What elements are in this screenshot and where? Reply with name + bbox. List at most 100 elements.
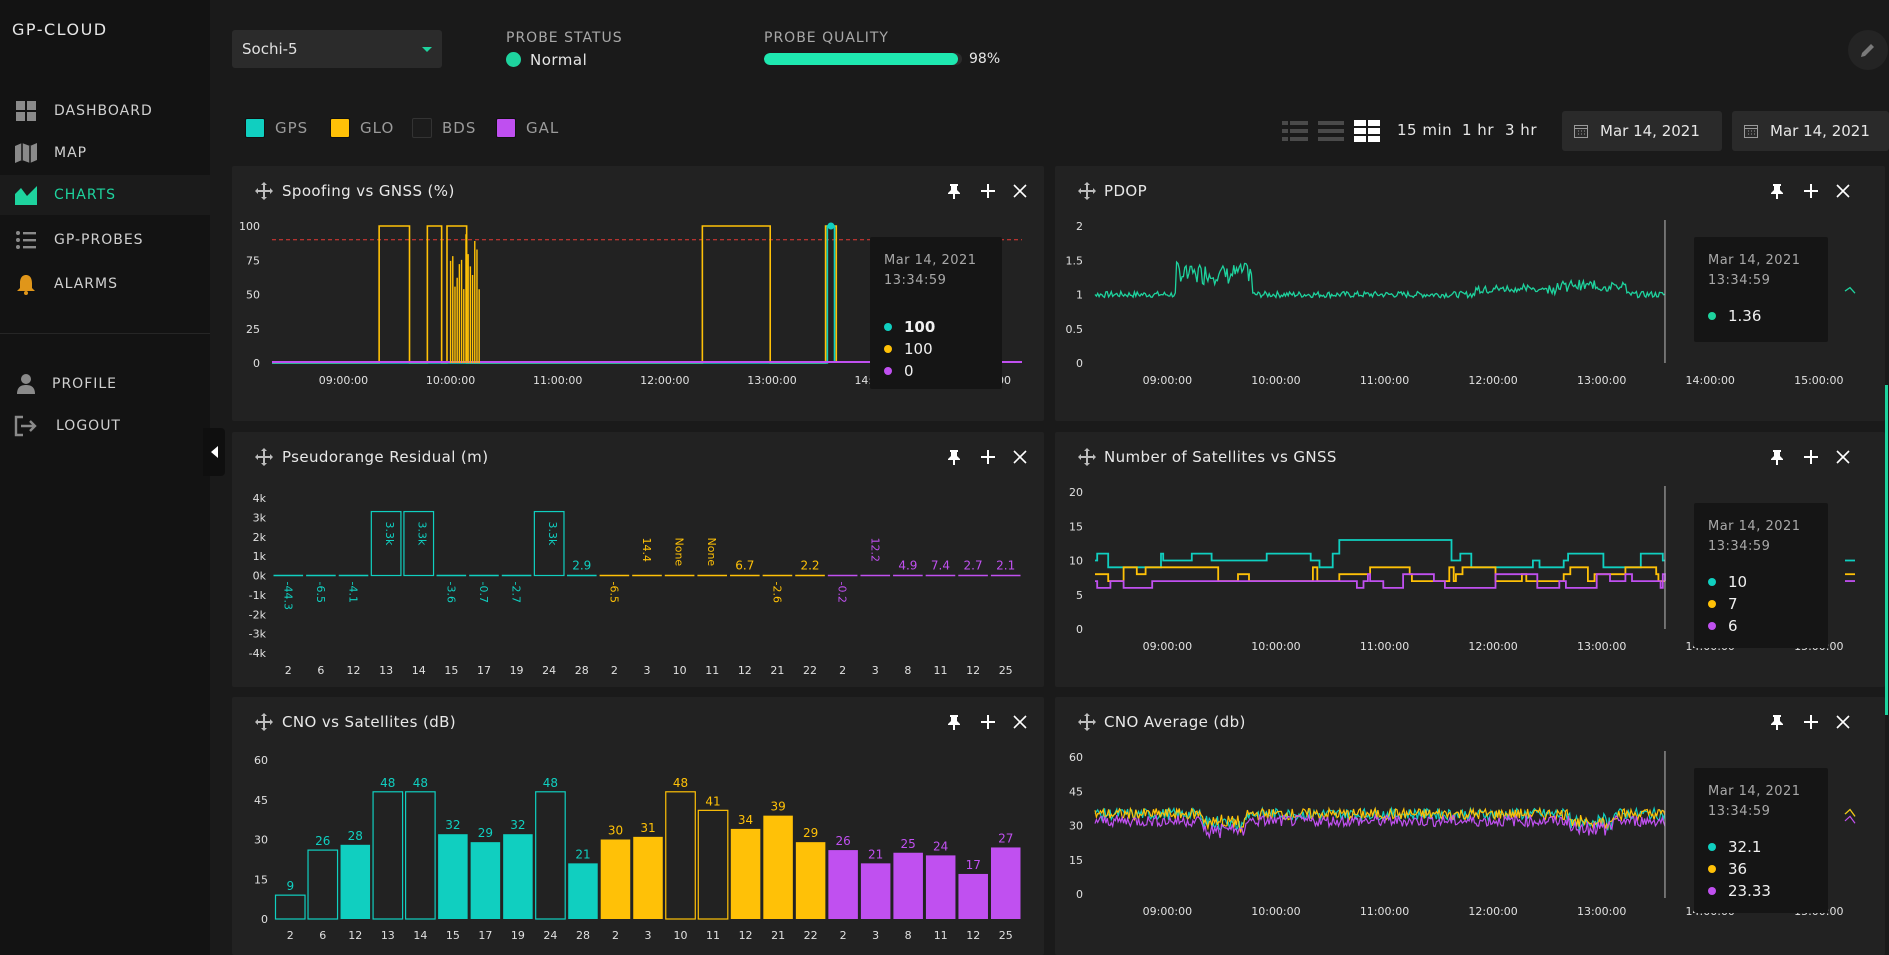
data-label: 3.3k (416, 522, 429, 546)
y-tick-label: 30 (254, 834, 268, 847)
bar (697, 809, 729, 920)
legend-label: GPS (275, 119, 309, 137)
layout-grid-icon[interactable] (1354, 119, 1380, 143)
x-tick-label: 12:00:00 (1468, 905, 1517, 918)
x-tick-label: 6 (317, 664, 324, 677)
range-3hr-button[interactable]: 3 hr (1505, 121, 1537, 139)
add-icon[interactable] (1800, 180, 1822, 202)
sidebar-item-charts[interactable]: CHARTS (0, 175, 210, 215)
data-label: 31 (640, 821, 655, 835)
sidebar-item-profile[interactable]: PROFILE (0, 364, 210, 404)
pin-icon[interactable] (943, 180, 965, 202)
move-icon[interactable] (1077, 181, 1097, 201)
legend-toggle-glo[interactable]: GLO (330, 118, 394, 138)
move-icon[interactable] (254, 447, 274, 467)
sidebar-item-alarms[interactable]: ALARMS (0, 264, 210, 304)
tooltip-row-gal: 0 (884, 362, 914, 380)
tooltip-row-glo: 100 (884, 340, 933, 358)
data-label: 39 (770, 800, 785, 814)
sidebar-item-label: CHARTS (54, 187, 117, 203)
move-icon[interactable] (254, 181, 274, 201)
data-label: 6.7 (735, 559, 754, 573)
data-label: None (705, 538, 718, 567)
probe-select[interactable]: Sochi-5 (232, 30, 442, 68)
data-label: 28 (348, 829, 363, 843)
pin-icon[interactable] (943, 711, 965, 733)
data-label: 7.4 (931, 559, 950, 573)
data-label: 26 (835, 834, 850, 848)
sidebar-item-logout[interactable]: LOGOUT (0, 406, 210, 446)
add-icon[interactable] (977, 446, 999, 468)
x-tick-label: 11 (705, 664, 719, 677)
add-icon[interactable] (1800, 446, 1822, 468)
data-label: 14.4 (640, 538, 653, 563)
tooltip-date: Mar 14, 2021 13:34:59 (884, 253, 977, 288)
end-date-picker[interactable]: Mar 14, 2021 (1732, 111, 1889, 151)
x-tick-label: 10:00:00 (426, 374, 475, 387)
x-tick-label: 12 (966, 664, 980, 677)
chart-tooltip: Mar 14, 2021 13:34:59 32.1 36 23.33 (1694, 768, 1828, 913)
x-tick-label: 11 (934, 929, 948, 942)
x-tick-label: 10:00:00 (1251, 905, 1300, 918)
panel-title: Number of Satellites vs GNSS (1104, 448, 1337, 466)
bar (535, 791, 566, 920)
pin-icon[interactable] (1766, 446, 1788, 468)
move-icon[interactable] (254, 712, 274, 732)
close-icon[interactable] (1009, 180, 1031, 202)
series-line-glo (272, 225, 838, 364)
start-date-value: Mar 14, 2021 (1600, 122, 1700, 140)
layout-list-icon[interactable] (1282, 119, 1308, 143)
layout-rows-icon[interactable] (1318, 119, 1344, 143)
add-icon[interactable] (977, 711, 999, 733)
y-tick-label: 5 (1076, 589, 1083, 602)
bar (795, 842, 826, 919)
close-icon[interactable] (1832, 711, 1854, 733)
x-tick-label: 24 (542, 664, 556, 677)
range-15min-button[interactable]: 15 min (1397, 121, 1453, 139)
x-tick-label: 11:00:00 (1360, 905, 1409, 918)
tooltip-date: Mar 14, 2021 13:34:59 (1708, 519, 1801, 554)
sidebar-item-map[interactable]: MAP (0, 133, 210, 173)
move-icon[interactable] (1077, 447, 1097, 467)
data-label: 32 (510, 818, 525, 832)
y-tick-label: 1k (253, 550, 267, 563)
sidebar-item-label: MAP (54, 145, 88, 161)
sidebar-item-gp-probes[interactable]: GP-PROBES (0, 220, 210, 260)
scrollbar[interactable] (1885, 385, 1888, 715)
sidebar-collapse-button[interactable] (203, 428, 225, 476)
probe-quality-bar (764, 53, 962, 65)
y-tick-label: 0.5 (1066, 323, 1084, 336)
legend-toggle-gps[interactable]: GPS (245, 118, 308, 138)
x-tick-label: 24 (543, 929, 557, 942)
legend-toggle-bds[interactable]: BDS (412, 118, 476, 138)
range-1hr-button[interactable]: 1 hr (1462, 121, 1494, 139)
close-icon[interactable] (1009, 711, 1031, 733)
close-icon[interactable] (1009, 446, 1031, 468)
bar (470, 842, 501, 919)
close-icon[interactable] (1832, 180, 1854, 202)
legend-toggle-gal[interactable]: GAL (496, 118, 559, 138)
sidebar-item-label: DASHBOARD (54, 103, 153, 119)
panel-title: Spoofing vs GNSS (%) (282, 182, 455, 200)
edit-button[interactable] (1848, 30, 1888, 70)
add-icon[interactable] (1800, 711, 1822, 733)
move-icon[interactable] (1077, 712, 1097, 732)
y-tick-label: -4k (249, 647, 267, 660)
pin-icon[interactable] (1766, 711, 1788, 733)
sidebar-item-dashboard[interactable]: DASHBOARD (0, 91, 210, 131)
charts-icon (14, 183, 38, 207)
bar (990, 847, 1021, 919)
chevron-down-icon (422, 47, 432, 52)
pin-icon[interactable] (1766, 180, 1788, 202)
chart-cno-satellites: 6045301502962612281348144815321729193224… (254, 754, 1021, 942)
x-tick-label: 10:00:00 (1251, 640, 1300, 653)
x-tick-label: 09:00:00 (1143, 374, 1192, 387)
add-icon[interactable] (977, 180, 999, 202)
data-label: 41 (705, 794, 720, 808)
close-icon[interactable] (1832, 446, 1854, 468)
x-tick-label: 11 (933, 664, 947, 677)
start-date-picker[interactable]: Mar 14, 2021 (1562, 111, 1722, 151)
pin-icon[interactable] (943, 446, 965, 468)
sidebar-item-label: PROFILE (52, 376, 118, 392)
